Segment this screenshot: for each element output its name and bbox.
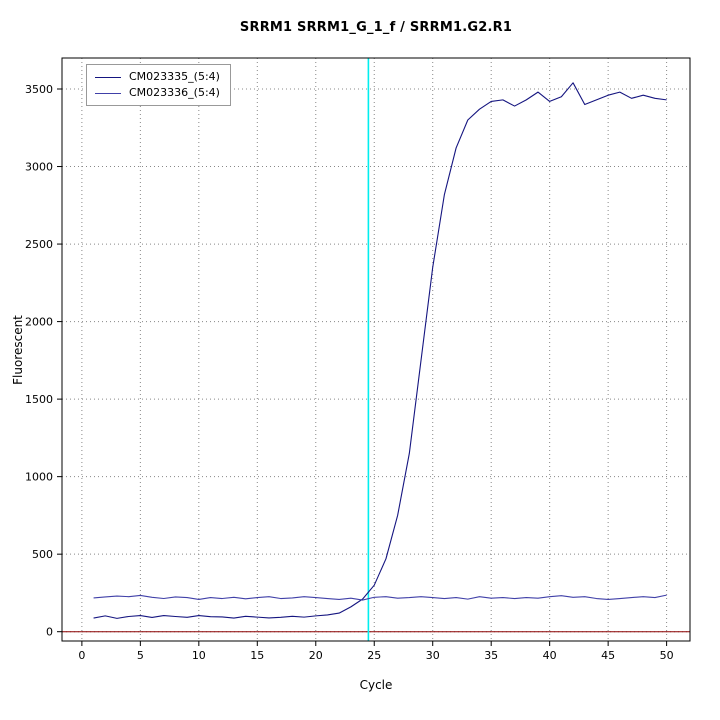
plot-frame — [61, 57, 691, 642]
y-tick-label: 500 — [32, 548, 53, 561]
legend-item: CM023335_(5:4) — [95, 69, 220, 85]
y-tick-label: 1000 — [25, 471, 53, 484]
legend-line-swatch — [95, 92, 121, 94]
x-tick-label: 25 — [367, 649, 381, 662]
x-tick-label: 20 — [309, 649, 323, 662]
x-tick-label: 5 — [137, 649, 144, 662]
y-tick-label: 2500 — [25, 238, 53, 251]
y-tick-label: 3500 — [25, 83, 53, 96]
x-tick-label: 35 — [484, 649, 498, 662]
legend-label: CM023335_(5:4) — [129, 70, 220, 83]
legend-label: CM023336_(5:4) — [129, 86, 220, 99]
y-tick-label: 2000 — [25, 316, 53, 329]
x-tick-label: 10 — [192, 649, 206, 662]
x-tick-label: 30 — [426, 649, 440, 662]
x-tick-label: 0 — [78, 649, 85, 662]
y-tick-label: 3000 — [25, 161, 53, 174]
y-tick-label: 0 — [46, 626, 53, 639]
x-tick-label: 40 — [543, 649, 557, 662]
y-axis-label: Fluorescent — [11, 315, 25, 385]
chart-title: SRRM1 SRRM1_G_1_f / SRRM1.G2.R1 — [239, 20, 513, 35]
x-tick-label: 50 — [660, 649, 674, 662]
legend-line-swatch — [95, 76, 121, 78]
series-line-1 — [93, 594, 667, 601]
legend-item: CM023336_(5:4) — [95, 85, 220, 101]
x-tick-label: 15 — [250, 649, 264, 662]
y-tick-label: 1500 — [25, 393, 53, 406]
legend: CM023335_(5:4) CM023336_(5:4) — [86, 64, 231, 106]
x-tick-label: 45 — [601, 649, 615, 662]
x-axis-label: Cycle — [359, 678, 393, 692]
series-line-0 — [93, 82, 667, 619]
